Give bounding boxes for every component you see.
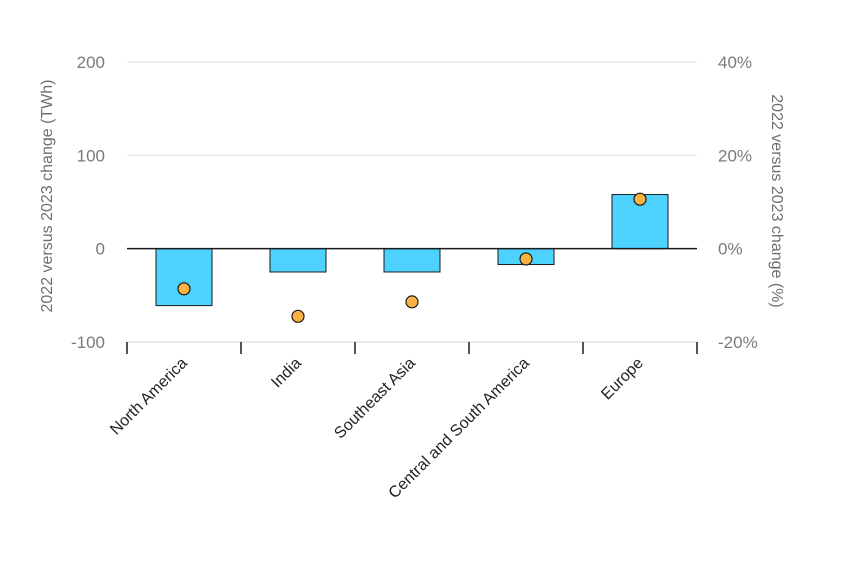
left-axis-title: 2022 versus 2023 change (TWh)	[39, 79, 56, 312]
right-tick-label: 20%	[718, 146, 752, 165]
axes	[126, 247, 698, 354]
bar-series	[155, 194, 669, 307]
left-tick-label: -100	[71, 333, 105, 352]
left-tick-label: 200	[77, 53, 105, 72]
right-tick-label: 0%	[718, 240, 743, 259]
dot-series	[177, 192, 647, 323]
right-axis-title: 2022 versus 2023 change (%)	[768, 94, 785, 307]
bar	[269, 248, 327, 273]
right-tick-label: 40%	[718, 53, 752, 72]
dot	[633, 192, 647, 206]
bar	[155, 248, 213, 307]
right-tick-label: -20%	[718, 333, 758, 352]
dot	[291, 309, 305, 323]
category-label: North America	[107, 355, 191, 439]
left-tick-label: 0	[96, 240, 105, 259]
dot	[405, 295, 419, 309]
dot	[177, 282, 191, 296]
bar	[383, 248, 441, 273]
dot	[519, 252, 533, 266]
category-label: India	[268, 355, 305, 392]
category-label: Southeast Asia	[331, 355, 419, 443]
left-tick-label: 100	[77, 146, 105, 165]
category-label: Europe	[598, 355, 647, 404]
